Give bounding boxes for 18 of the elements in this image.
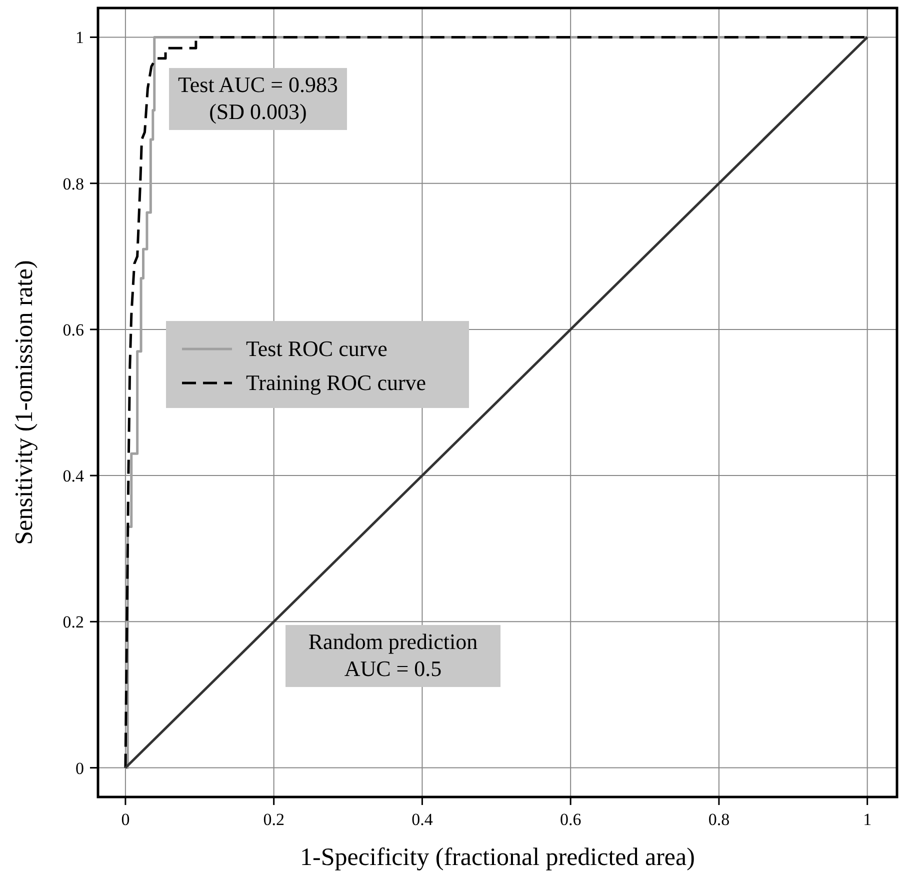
legend-label: Test ROC curve <box>246 336 388 361</box>
y-tick-label: 0.2 <box>62 612 84 632</box>
y-tick-label: 0.6 <box>62 320 84 340</box>
y-tick-label: 1 <box>76 28 84 48</box>
legend-label: Training ROC curve <box>246 370 426 395</box>
x-tick-label: 0.6 <box>560 810 582 829</box>
y-axis-title: Sensitivity (1-omission rate) <box>11 260 38 545</box>
x-tick-label: 0.8 <box>708 810 730 829</box>
x-tick-label: 0.2 <box>263 810 284 829</box>
y-tick-label: 0.8 <box>62 174 84 194</box>
x-tick-label: 0 <box>121 810 130 829</box>
annotation: Test AUC = 0.983 (SD 0.003) <box>178 72 338 124</box>
y-tick-label: 0 <box>76 758 84 778</box>
x-tick-label: 0.4 <box>412 810 434 829</box>
annotation: Random prediction AUC = 0.5 <box>308 629 478 681</box>
y-tick-label: 0.4 <box>62 466 84 486</box>
x-axis-title: 1-Specificity (fractional predicted area) <box>300 844 695 871</box>
x-tick-label: 1 <box>863 810 872 829</box>
